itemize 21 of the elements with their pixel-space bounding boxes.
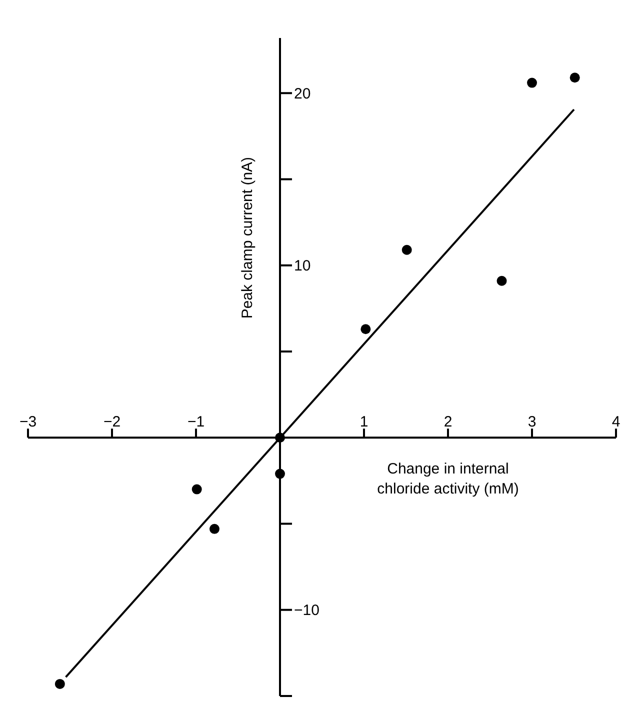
point — [275, 468, 285, 479]
point — [54, 678, 65, 689]
x-tick-label: 1 — [360, 414, 368, 431]
x-axis-title: Change in internal chloride activity (mM) — [377, 460, 519, 498]
point — [402, 244, 412, 255]
x-tick-label: −2 — [103, 414, 121, 431]
point — [209, 524, 220, 534]
y-tick-label: 20 — [294, 85, 311, 102]
x-tick-label: −1 — [187, 414, 205, 431]
point — [527, 78, 537, 88]
y-axis-title: Peak clamp current (nA) — [239, 156, 256, 319]
x-tick-label: 4 — [612, 414, 620, 431]
point — [360, 324, 371, 334]
point — [570, 72, 580, 83]
x-tick-label: 2 — [444, 414, 452, 431]
point — [496, 276, 507, 286]
y-tick-label: 10 — [294, 258, 311, 275]
y-tick-label: −10 — [294, 602, 320, 620]
point — [192, 484, 202, 494]
x-tick-label: 3 — [528, 414, 536, 431]
x-tick-label: −3 — [19, 414, 37, 431]
